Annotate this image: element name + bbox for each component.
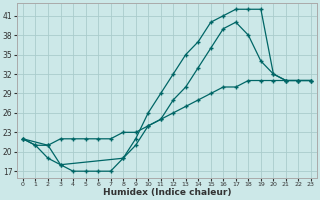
X-axis label: Humidex (Indice chaleur): Humidex (Indice chaleur) [103, 188, 231, 197]
